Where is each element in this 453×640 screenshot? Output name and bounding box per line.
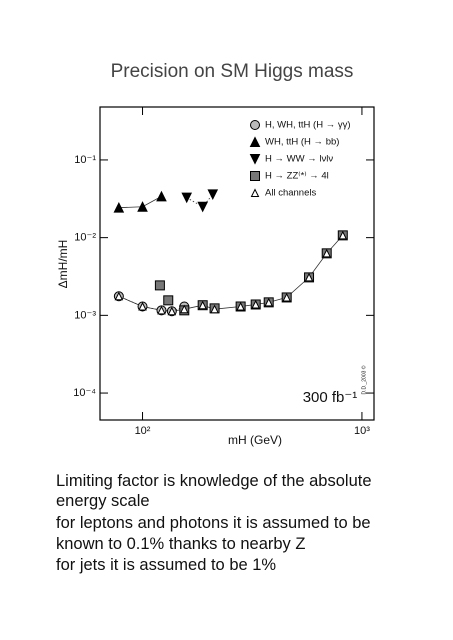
note-line: known to 0.1% thanks to nearby Z	[56, 535, 306, 553]
note-line: for leptons and photons it is assumed to…	[56, 514, 371, 532]
data-point	[113, 202, 125, 213]
data-point	[282, 292, 291, 302]
legend-label: H → WW → lνlν	[265, 154, 333, 165]
data-point	[264, 297, 274, 307]
data-point	[114, 291, 124, 301]
legend-marker	[250, 120, 260, 130]
data-point	[157, 305, 166, 315]
data-point	[154, 280, 165, 291]
annotation: 300 fb⁻¹	[303, 389, 358, 406]
plot-frame	[99, 106, 375, 421]
legend-label: H → ZZ⁽*⁾ → 4l	[265, 171, 329, 182]
y-tick-label: 10⁻²	[74, 232, 96, 244]
data-point	[137, 201, 148, 212]
y-tick-label: 10⁻¹	[74, 154, 96, 166]
data-point	[181, 192, 193, 204]
legend-label: All channels	[265, 188, 316, 199]
data-point	[198, 300, 207, 310]
data-point	[207, 189, 219, 201]
data-point	[251, 299, 261, 309]
legend-label: WH, ttH (H → bb)	[265, 137, 339, 148]
data-point	[197, 201, 208, 213]
data-point	[322, 248, 332, 258]
data-point	[236, 301, 245, 311]
legend-marker	[250, 171, 260, 181]
data-point	[156, 190, 167, 202]
data-point	[138, 301, 147, 311]
annotation: D.D._2003 ©	[360, 365, 367, 394]
note-line: energy scale	[56, 492, 150, 510]
data-point	[210, 304, 219, 314]
legend-marker	[249, 154, 261, 165]
note-line: for jets it is assumed to be 1%	[56, 556, 277, 574]
note-line: Limiting factor is knowledge of the abso…	[56, 472, 372, 490]
x-axis-label: mH (GeV)	[228, 433, 282, 447]
x-tick-label: 10²	[135, 425, 151, 437]
data-point	[163, 295, 174, 306]
y-tick-label: 10⁻³	[74, 309, 96, 321]
legend-label: H, WH, ttH (H → γγ)	[265, 120, 351, 131]
data-point	[304, 272, 314, 282]
legend-marker	[249, 136, 261, 147]
chart-title: Precision on SM Higgs mass	[111, 61, 354, 82]
x-tick-label: 10³	[354, 425, 370, 437]
y-tick-label: 10⁻⁴	[73, 387, 96, 399]
data-point	[179, 304, 189, 314]
y-axis-label: ΔmH/mH	[56, 240, 70, 289]
data-point	[167, 306, 177, 316]
legend-marker	[250, 188, 260, 197]
data-point	[338, 230, 348, 240]
